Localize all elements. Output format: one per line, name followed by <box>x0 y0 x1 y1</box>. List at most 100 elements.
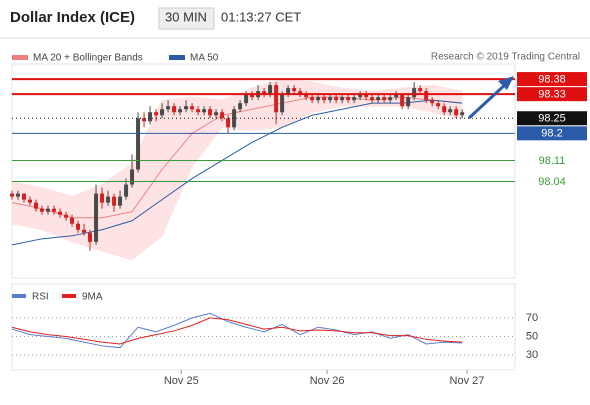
arrow-head <box>498 76 514 90</box>
credit: Research © 2019 Trading Central <box>431 52 580 63</box>
candle-body <box>298 91 303 95</box>
y-tick-label: 70 <box>526 312 538 324</box>
candle-body <box>340 97 345 101</box>
candle-body <box>316 97 321 101</box>
rsi-line <box>11 312 463 349</box>
candle-body <box>28 199 33 203</box>
interval: 30 MIN <box>165 9 207 24</box>
candle-body <box>202 109 207 113</box>
ma20-line <box>11 96 463 219</box>
candle-body <box>280 94 285 113</box>
candle-body <box>454 109 459 116</box>
candle-body <box>190 106 195 110</box>
candle-body <box>82 229 87 233</box>
candle-body <box>10 193 14 197</box>
candle-body <box>286 88 291 95</box>
forecast-arrow <box>467 80 510 120</box>
legend-label: 9MA <box>82 292 103 303</box>
candle-body <box>370 97 375 101</box>
interval-box <box>158 7 215 30</box>
candle-body <box>226 118 231 128</box>
candle-body <box>22 193 27 200</box>
legend-swatch <box>169 55 185 60</box>
candle-body <box>436 103 441 107</box>
candle-body <box>16 193 21 197</box>
candle-body <box>112 196 117 206</box>
legend-label: MA 20 + Bollinger Bands <box>33 53 143 64</box>
candle-body <box>376 97 381 101</box>
candle-body <box>94 193 99 242</box>
candle-body <box>70 217 75 224</box>
candle-body <box>394 94 399 98</box>
candle-body <box>58 211 63 215</box>
x-tick-label: Nov 27 <box>450 375 485 387</box>
level-label: 98.11 <box>539 155 566 167</box>
level-box <box>517 72 587 87</box>
candle-body <box>268 85 273 95</box>
candle-body <box>34 202 39 209</box>
candle-body <box>148 112 153 122</box>
legend-swatch <box>62 294 76 298</box>
candle-body <box>460 112 465 116</box>
candle-body <box>382 97 387 101</box>
candle-body <box>400 94 405 107</box>
candle-body <box>412 88 417 98</box>
candle-body <box>418 88 423 92</box>
candle-body <box>64 214 69 218</box>
legend-label: MA 50 <box>190 53 219 64</box>
candle-body <box>310 97 315 101</box>
level-box <box>517 87 587 102</box>
candle-body <box>172 106 177 113</box>
x-tick-label: Nov 25 <box>164 375 199 387</box>
chart-title: Dollar Index (ICE) <box>10 9 135 26</box>
level-box <box>517 111 587 126</box>
legend-label: RSI <box>32 292 49 303</box>
rsi-frame <box>11 283 516 371</box>
candle-body <box>238 103 243 110</box>
candle-body <box>364 94 369 98</box>
candle-body <box>442 106 447 113</box>
candle-body <box>184 106 189 110</box>
candle-body <box>358 94 363 98</box>
candle-body <box>244 94 249 104</box>
candle-body <box>406 97 411 107</box>
candle-body <box>88 232 93 242</box>
candle-body <box>100 193 105 203</box>
candle-body <box>232 109 237 128</box>
level-box <box>517 126 587 141</box>
ma50-line <box>11 99 463 246</box>
candle-body <box>250 94 255 98</box>
candle-body <box>166 106 171 110</box>
bollinger-lower <box>11 105 463 261</box>
x-tick-label: Nov 26 <box>310 375 345 387</box>
time: 01:13:27 CET <box>221 9 301 24</box>
level-label: 98.2 <box>541 128 562 140</box>
y-tick-label: 30 <box>526 349 538 361</box>
candle-body <box>304 94 309 98</box>
candle-body <box>178 109 183 113</box>
candle-body <box>352 97 357 101</box>
candle-body <box>124 184 129 197</box>
candle-body <box>160 109 165 116</box>
level-label: 98.33 <box>538 89 566 101</box>
candle-body <box>430 100 435 104</box>
candle-body <box>40 208 45 212</box>
candle-body <box>142 118 147 122</box>
y-tick-label: 50 <box>526 330 538 342</box>
legend-swatch <box>12 55 28 60</box>
candle-body <box>154 112 159 116</box>
candle-body <box>106 196 111 203</box>
candle-body <box>136 118 141 170</box>
candle-body <box>274 85 279 113</box>
candle-body <box>328 97 333 101</box>
level-label: 98.38 <box>538 73 566 85</box>
candle-body <box>118 196 123 206</box>
candle-body <box>292 88 297 92</box>
candle-body <box>130 169 135 185</box>
candle-body <box>46 208 51 212</box>
bollinger-fill <box>12 79 463 260</box>
candle-body <box>262 91 267 95</box>
level-label: 98.25 <box>538 113 566 125</box>
candle-body <box>334 97 339 101</box>
